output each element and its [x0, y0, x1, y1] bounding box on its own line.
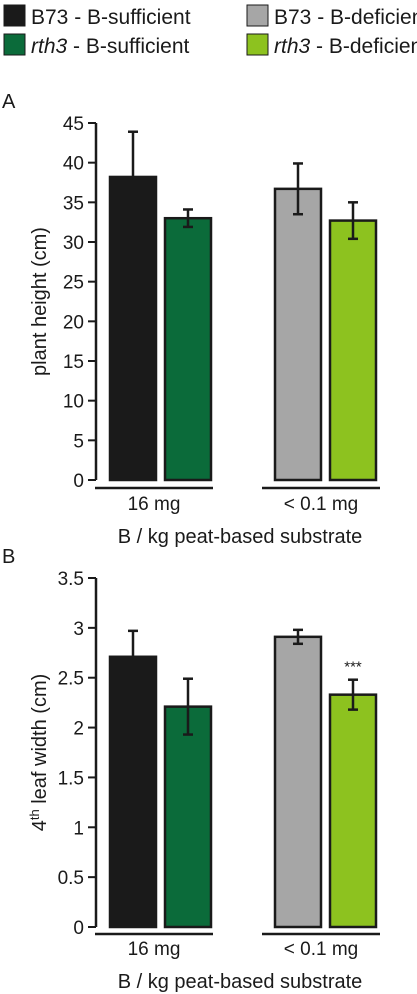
y-tick-label: 15 [63, 352, 84, 373]
legend-genotype: rth3 [274, 35, 311, 58]
y-tick-label: 0 [73, 471, 84, 492]
y-tick-label: 1.5 [58, 768, 84, 789]
y-tick-label: 20 [63, 312, 84, 333]
panel-label: B [2, 546, 15, 568]
bar [163, 216, 213, 482]
y-tick-label: 3.5 [58, 569, 84, 590]
bar [328, 693, 378, 929]
legend-swatch [3, 33, 26, 56]
legend-condition: - B-sufficient [68, 6, 190, 29]
group-label: < 0.1 mg [284, 494, 358, 515]
x-axis-title: B / kg peat-based substrate [118, 971, 363, 993]
legend-condition: - B-deficient [310, 35, 417, 58]
y-tick-label: 10 [63, 392, 84, 413]
legend-label: B73 - B-sufficient [31, 6, 191, 29]
panel-b: B 0 0.5 1 1.5 2 2.5 3 3.5 4th leaf width (cm) *** 1… [2, 546, 380, 993]
legend-condition: - B-sufficient [67, 35, 189, 58]
legend-genotype: rth3 [31, 35, 68, 58]
panel-a: A 0 5 10 15 20 25 30 35 40 45 plant height (cm) 16 m… [2, 91, 380, 548]
y-tick-label: 25 [63, 273, 84, 294]
legend-genotype: B73 [31, 6, 68, 29]
bar [328, 219, 378, 482]
y-tick-label: 40 [63, 154, 84, 175]
legend-label: rth3 - B-deficient [274, 35, 417, 58]
y-tick-label: 2.5 [58, 669, 84, 690]
y-tick-label: 2 [73, 719, 84, 740]
bar [163, 705, 213, 929]
y-tick-label: 0.5 [58, 868, 84, 889]
legend-condition: - B-deficient [311, 6, 417, 29]
legend-genotype: B73 [274, 6, 311, 29]
bar [108, 175, 158, 482]
bar [108, 655, 158, 929]
y-tick-label: 35 [63, 193, 84, 214]
y-axis-title: 4th leaf width (cm) [27, 674, 52, 832]
x-axis-title: B / kg peat-based substrate [118, 526, 363, 548]
panel-label: A [2, 91, 16, 113]
legend-label: B73 - B-deficient [274, 6, 417, 29]
y-tick-label: 3 [73, 619, 84, 640]
y-tick-label: 1 [73, 818, 84, 839]
y-tick-label: 30 [63, 233, 84, 254]
legend-swatch [3, 4, 26, 27]
legend-label: rth3 - B-sufficient [31, 35, 190, 58]
group-label: < 0.1 mg [284, 939, 358, 960]
y-tick-label: 5 [73, 431, 84, 452]
legend-swatch [246, 4, 269, 27]
group-label: 16 mg [128, 494, 181, 515]
y-tick-label: 45 [63, 114, 84, 135]
y-axis-title: plant height (cm) [29, 227, 51, 376]
y-tick-label: 0 [73, 918, 84, 939]
bar [273, 187, 323, 482]
bar [273, 635, 323, 929]
significance-label: *** [344, 659, 362, 676]
legend-swatch [246, 33, 269, 56]
group-label: 16 mg [128, 939, 181, 960]
